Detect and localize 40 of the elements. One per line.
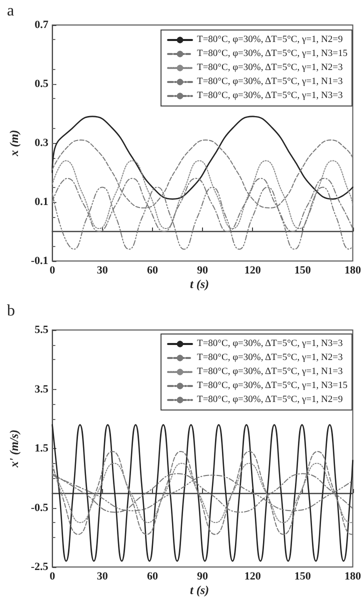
- legend-label: T=80°C, φ=30%, ΔT=5°C, γ=1, N3=15: [197, 381, 348, 391]
- x-tick-label: 60: [146, 264, 158, 276]
- x-tick-label: 90: [197, 264, 209, 276]
- legend-label: T=80°C, φ=30%, ΔT=5°C, γ=1, N2=9: [197, 35, 343, 45]
- x-tick-label: 120: [244, 264, 262, 276]
- legend-label: T=80°C, φ=30%, ΔT=5°C, γ=1, N3=15: [197, 49, 348, 59]
- y-tick-label: 3.5: [34, 383, 49, 396]
- y-axis-title: x' (m/s): [7, 430, 21, 468]
- legend-label: T=80°C, φ=30%, ΔT=5°C, γ=1, N3=3: [197, 339, 343, 349]
- x-tick-label: 120: [244, 570, 262, 582]
- x-tick-label: 150: [294, 570, 312, 582]
- legend-label: T=80°C, φ=30%, ΔT=5°C, γ=1, N2=9: [197, 395, 343, 405]
- x-tick-label: 0: [50, 264, 56, 276]
- x-tick-label: 180: [344, 264, 362, 276]
- y-tick-label: 0.7: [34, 19, 49, 31]
- x-tick-label: 0: [50, 570, 56, 582]
- x-tick-label: 150: [294, 264, 312, 276]
- legend-label: T=80°C, φ=30%, ΔT=5°C, γ=1, N2=3: [197, 63, 343, 73]
- x-tick-label: 180: [344, 570, 362, 582]
- legend-label: T=80°C, φ=30%, ΔT=5°C, γ=1, N1=3: [197, 77, 343, 87]
- x-tick-label: 60: [146, 570, 158, 582]
- y-tick-label: -2.5: [30, 561, 49, 573]
- chart-title: b: [7, 302, 15, 320]
- legend-label: T=80°C, φ=30%, ΔT=5°C, γ=1, N2=3: [197, 353, 343, 363]
- x-tick-label: 90: [197, 570, 209, 582]
- y-tick-label: -0.5: [30, 502, 49, 514]
- chart-title: a: [7, 2, 14, 20]
- legend-label: T=80°C, φ=30%, ΔT=5°C, γ=1, N1=3: [197, 367, 343, 377]
- y-tick-label: 0.3: [34, 137, 49, 149]
- y-tick-label: 5.5: [34, 324, 49, 336]
- x-tick-label: 30: [96, 264, 108, 276]
- x-axis-title: t (s): [190, 277, 209, 291]
- x-axis-title: t (s): [190, 583, 209, 597]
- legend-label: T=80°C, φ=30%, ΔT=5°C, γ=1, N3=3: [197, 91, 343, 101]
- y-tick-label: 0.5: [34, 78, 49, 90]
- y-tick-label: 1.5: [34, 442, 49, 454]
- y-tick-label: -0.1: [30, 255, 48, 267]
- y-tick-label: 0.1: [34, 196, 48, 208]
- x-tick-label: 30: [96, 570, 108, 582]
- y-axis-title: x (m): [7, 130, 21, 158]
